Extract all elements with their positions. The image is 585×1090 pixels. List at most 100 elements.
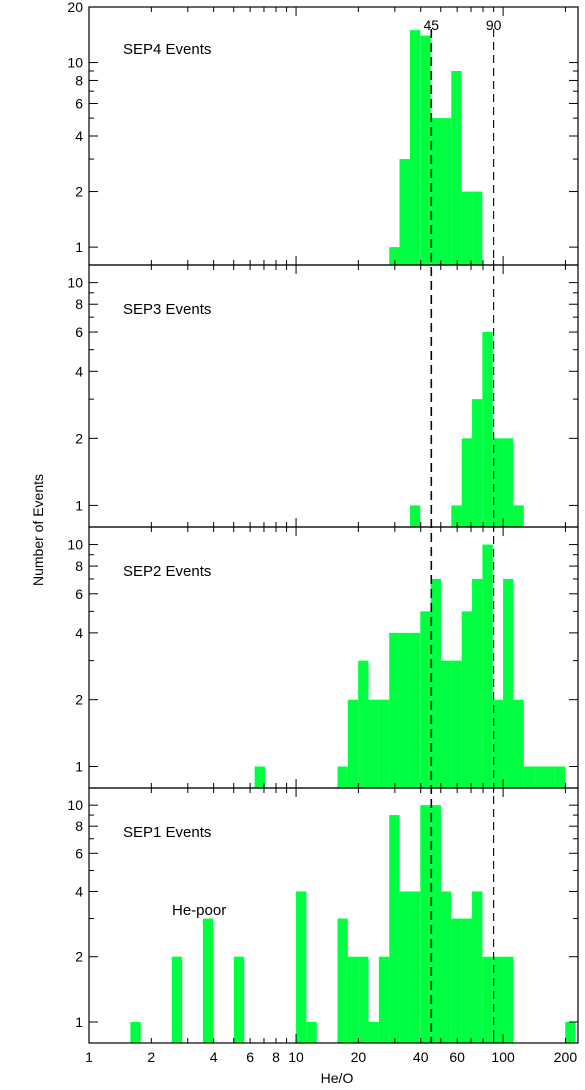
bar-4-6 [306,1021,317,1043]
panel-4: 1 2 4 6 8 10 SEP1 Events He-poor 1 2 4 6 8 10 20 40 60 10… [67,787,579,1065]
y-tick-label: 1 [75,1014,83,1030]
x-tick-label: 100 [491,1049,515,1065]
bar-1-2 [399,159,410,265]
y-tick-label: 4 [75,625,83,641]
y-tick-label: 10 [67,275,83,291]
y-tick-label: 4 [75,883,83,899]
bar-3-19 [513,699,524,788]
bar-1-6 [440,118,452,265]
y-tick-label: 1 [75,239,83,255]
x-tick-label: 8 [272,1049,280,1065]
bar-4-21 [482,956,493,1043]
bar-3-12 [440,660,452,788]
y-tick-label: 4 [75,128,83,144]
bar-3-3 [347,699,359,788]
bar-4-1 [130,1021,141,1043]
bar-3-15 [472,578,483,788]
bar-4-11 [378,956,390,1043]
bar-4-23 [503,956,514,1043]
bar-1-7 [451,71,462,265]
y-tick-label: 6 [75,324,83,340]
bar-3-18 [503,578,514,788]
x-tick-label: 200 [554,1049,578,1065]
y-tick-label: 6 [75,96,83,112]
panel-title: SEP1 Events [123,824,211,841]
bar-3-20 [523,766,535,788]
y-tick-label: 20 [67,0,83,15]
bar-3-4 [358,660,369,788]
bar-3-21 [534,766,545,788]
bar-1-9 [472,191,483,265]
bar-3-16 [482,544,493,788]
bar-4-24 [565,1021,576,1043]
panel-title: SEP2 Events [123,563,211,580]
reference-lines: 45 90 [424,17,502,1043]
panels: 1 2 4 6 8 10 20 SEP4 Events 1 2 4 6 8 10 SEP3 Events 1 2… [67,0,579,1065]
x-tick-label: 40 [413,1049,429,1065]
bar-4-22 [492,956,504,1043]
bar-2-5 [482,332,493,527]
panel-2: 1 2 4 6 8 10 SEP3 Events [67,264,579,528]
reference-line-label: 90 [486,17,502,33]
y-tick-label: 2 [75,949,83,965]
bar-3-2 [337,766,348,788]
bar-1-5 [430,118,441,265]
bar-4-19 [461,918,473,1043]
reference-line-label: 45 [424,17,440,33]
bar-4-10 [368,1021,379,1043]
bar-4-9 [358,956,369,1043]
bar-2-7 [503,438,514,527]
y-tick-label: 2 [75,184,83,200]
bar-2-8 [513,505,524,527]
bar-1-1 [389,247,400,265]
bar-4-3 [202,918,214,1043]
y-tick-label: 1 [75,497,83,513]
y-tick-label: 1 [75,758,83,774]
bar-2-1 [409,505,421,527]
bar-4-13 [399,891,410,1043]
bar-3-23 [554,766,566,788]
bar-3-5 [368,699,379,788]
bar-4-8 [347,956,359,1043]
bar-2-6 [492,438,504,527]
y-tick-label: 2 [75,430,83,446]
x-tick-label: 4 [210,1049,218,1065]
bar-3-10 [420,611,431,788]
y-tick-label: 2 [75,692,83,708]
bar-4-20 [472,891,483,1043]
panel-title: SEP4 Events [123,41,211,58]
bar-3-1 [254,766,265,788]
y-tick-label: 6 [75,586,83,602]
y-tick-label: 4 [75,363,83,379]
bar-3-17 [492,699,504,788]
bar-4-15 [420,805,431,1043]
bar-4-4 [233,956,245,1043]
bar-3-22 [544,766,555,788]
y-axis-label: Number of Events [30,474,46,586]
bar-3-7 [389,632,400,788]
bar-1-3 [409,30,421,266]
x-tick-label: 1 [85,1049,93,1065]
panel-annotation: He-poor [172,902,226,919]
y-tick-label: 10 [67,797,83,813]
bar-3-14 [461,611,473,788]
panel-frame [88,787,579,1044]
x-tick-label: 20 [351,1049,367,1065]
bar-3-11 [430,578,441,788]
bar-4-16 [430,805,441,1043]
bar-4-5 [296,891,307,1043]
bar-1-4 [420,35,431,266]
bar-1-8 [461,191,473,265]
panel-title: SEP3 Events [123,301,211,318]
y-tick-label: 8 [75,296,83,312]
y-tick-label: 6 [75,845,83,861]
x-tick-label: 6 [246,1049,254,1065]
bar-4-12 [389,815,400,1043]
x-tick-label: 60 [449,1049,465,1065]
y-tick-label: 8 [75,72,83,88]
bar-4-7 [337,918,348,1043]
bar-4-2 [171,956,183,1043]
bar-2-2 [451,505,462,527]
bar-4-18 [451,918,462,1043]
